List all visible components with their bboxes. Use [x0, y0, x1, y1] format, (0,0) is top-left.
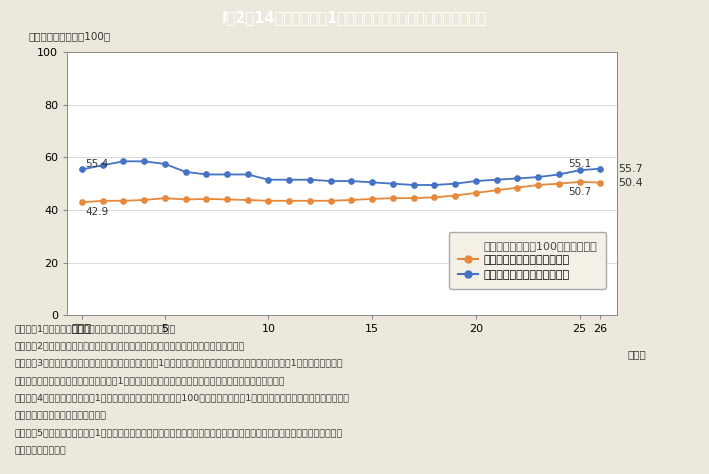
Text: 3．「短時間労働者」は，常用労働者のうち，1日の所定労働時間が一般の労働者よりも短い又は1日の所定労働時間: 3．「短時間労働者」は，常用労働者のうち，1日の所定労働時間が一般の労働者よりも… — [14, 359, 342, 368]
Text: 55.4: 55.4 — [85, 159, 108, 169]
Text: 算出したものである。: 算出したものである。 — [14, 411, 106, 420]
Text: 4．男性一般労働者の1時間当たり平均所定内給与額を100として，各区分の1時間当たり平均所定内給与額の水準を: 4．男性一般労働者の1時間当たり平均所定内給与額を100として，各区分の1時間当… — [14, 393, 349, 402]
Text: 42.9: 42.9 — [85, 207, 108, 217]
Text: 50.7: 50.7 — [568, 187, 591, 197]
Text: が一般の労働者と同じでも1週の所定労働日数が一般の労働者よりも少ない労働者をいう。: が一般の労働者と同じでも1週の所定労働日数が一般の労働者よりも少ない労働者をいう… — [14, 376, 284, 385]
Text: 2．「一般労働者」は，常用労働者のうち，「短時間労働者」以外の者をいう。: 2．「一般労働者」は，常用労働者のうち，「短時間労働者」以外の者をいう。 — [14, 341, 245, 350]
Text: 55.1: 55.1 — [568, 159, 591, 169]
Text: 50.4: 50.4 — [618, 178, 642, 188]
Text: （備考）1．厚生労働省「賃金構造基本統計調査」より作成。: （備考）1．厚生労働省「賃金構造基本統計調査」より作成。 — [14, 324, 175, 333]
Text: ある。: ある。 — [14, 446, 66, 455]
Text: 5．男性一般労働者の1時間当たり平均所定内給与額は，所定内給与額を所定内実労働時間数で除して算出したもので: 5．男性一般労働者の1時間当たり平均所定内給与額は，所定内給与額を所定内実労働時… — [14, 428, 342, 438]
Text: I－2－14図　労働者の1時間当たり平均所定内給与格差の推移: I－2－14図 労働者の1時間当たり平均所定内給与格差の推移 — [222, 10, 487, 25]
Text: 55.7: 55.7 — [618, 164, 642, 173]
Text: （年）: （年） — [628, 349, 647, 359]
Legend: 男性一般労働者を100とした場合の, 女性短時間労働者の給与水準, 男性短時間労働者の給与水準: 男性一般労働者を100とした場合の, 女性短時間労働者の給与水準, 男性短時間労… — [449, 232, 605, 289]
Text: （男性一般労働者＝100）: （男性一般労働者＝100） — [29, 32, 111, 42]
